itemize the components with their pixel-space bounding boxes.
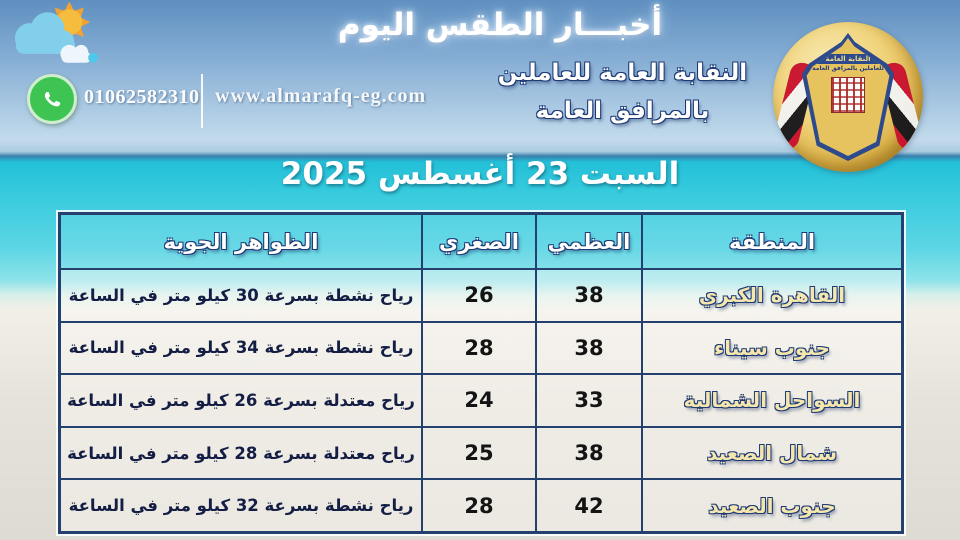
min-temp-cell: 26 xyxy=(423,270,537,321)
union-name-line2: بالمرافق العامة xyxy=(535,98,710,124)
page-title: أخبـــار الطقس اليوم xyxy=(337,7,663,43)
phenomena-cell: رياح نشطة بسرعة 32 كيلو متر في الساعة xyxy=(61,480,423,531)
weather-table: المنطقة العظمي الصغري الظواهر الجوية الق… xyxy=(56,210,906,536)
table-row: جنوب سيناء 38 28 رياح نشطة بسرعة 34 كيلو… xyxy=(61,320,901,374)
date-line: السبت 23 أغسطس 2025 xyxy=(280,156,680,192)
region-cell: جنوب سيناء xyxy=(643,322,901,374)
min-temp-cell: 28 xyxy=(423,322,537,374)
table-header-row: المنطقة العظمي الصغري الظواهر الجوية xyxy=(61,215,901,268)
max-temp-cell: 42 xyxy=(537,480,643,531)
emblem-title: النقابة العامة xyxy=(816,54,880,64)
table-row: شمال الصعيد 38 25 رياح معتدلة بسرعة 28 ك… xyxy=(61,425,901,479)
col-header-region: المنطقة xyxy=(643,215,901,268)
table-row: جنوب الصعيد 42 28 رياح نشطة بسرعة 32 كيل… xyxy=(61,478,901,531)
max-temp-cell: 38 xyxy=(537,427,643,479)
website-url: www.almarafq-eg.com xyxy=(215,85,427,107)
min-temp-cell: 25 xyxy=(423,427,537,479)
col-header-phenomena: الظواهر الجوية xyxy=(61,215,423,268)
table-row: القاهرة الكبري 38 26 رياح نشطة بسرعة 30 … xyxy=(61,268,901,321)
region-cell: جنوب الصعيد xyxy=(643,480,901,531)
phenomena-cell: رياح معتدلة بسرعة 26 كيلو متر في الساعة xyxy=(61,375,423,426)
union-logo: النقابة العامة للعاملين بالمرافق العامة xyxy=(773,22,923,172)
union-emblem: النقابة العامة للعاملين بالمرافق العامة xyxy=(801,33,895,161)
phenomena-cell: رياح نشطة بسرعة 34 كيلو متر في الساعة xyxy=(61,322,423,374)
region-cell: شمال الصعيد xyxy=(643,427,901,479)
phenomena-cell: رياح معتدلة بسرعة 28 كيلو متر في الساعة xyxy=(61,427,423,479)
phone-number: 01062582310 xyxy=(84,86,200,108)
region-cell: السواحل الشمالية xyxy=(643,375,901,426)
max-temp-cell: 33 xyxy=(537,375,643,426)
region-cell: القاهرة الكبري xyxy=(643,270,901,321)
union-name-line1: النقابة العامة للعاملين xyxy=(497,60,748,86)
union-name: النقابة العامة للعاملين بالمرافق العامة xyxy=(495,60,750,124)
min-temp-cell: 24 xyxy=(423,375,537,426)
building-icon xyxy=(831,76,865,113)
phenomena-cell: رياح نشطة بسرعة 30 كيلو متر في الساعة xyxy=(61,270,423,321)
cloud-sun-icon xyxy=(6,1,101,78)
whatsapp-icon xyxy=(27,74,77,124)
col-header-max: العظمي xyxy=(537,215,643,268)
max-temp-cell: 38 xyxy=(537,270,643,321)
table-row: السواحل الشمالية 33 24 رياح معتدلة بسرعة… xyxy=(61,373,901,426)
max-temp-cell: 38 xyxy=(537,322,643,374)
col-header-min: الصغري xyxy=(423,215,537,268)
min-temp-cell: 28 xyxy=(423,480,537,531)
contact-divider xyxy=(201,74,203,128)
emblem-subtitle: للعاملين بالمرافق العامة xyxy=(812,65,884,72)
